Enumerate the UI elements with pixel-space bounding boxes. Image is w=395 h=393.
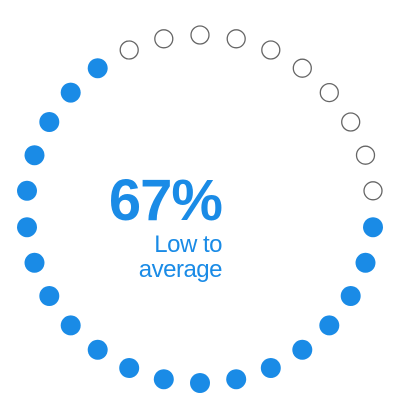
gauge-center: 67% Low to average (96, 168, 223, 283)
empty-dot (341, 112, 361, 132)
filled-dot (363, 217, 383, 238)
filled-dot (319, 315, 340, 336)
filled-dot (87, 339, 108, 360)
filled-dot (60, 315, 81, 336)
empty-dot (119, 40, 139, 60)
empty-dot (261, 40, 281, 60)
filled-dot (340, 286, 361, 306)
empty-dot (226, 29, 246, 49)
filled-dot (119, 358, 140, 378)
filled-dot (24, 252, 45, 273)
percent-value: 67% (108, 168, 223, 233)
empty-dot (355, 145, 376, 165)
filled-dot (24, 145, 45, 166)
filled-dot (226, 369, 247, 390)
filled-dot (17, 217, 37, 238)
filled-dot (87, 58, 108, 79)
filled-dot (153, 369, 174, 390)
filled-dot (190, 373, 210, 393)
filled-dot (17, 180, 37, 201)
filled-dot (39, 112, 60, 132)
filled-dot (260, 358, 281, 378)
empty-dot (292, 58, 312, 78)
filled-dot (292, 339, 313, 360)
level-label: Low to average (138, 231, 223, 283)
empty-dot (154, 29, 174, 49)
filled-dot (39, 286, 60, 306)
empty-dot (363, 181, 383, 201)
empty-dot (319, 82, 339, 103)
empty-dot (190, 25, 210, 45)
filled-dot (355, 252, 376, 273)
filled-dot (60, 82, 81, 103)
